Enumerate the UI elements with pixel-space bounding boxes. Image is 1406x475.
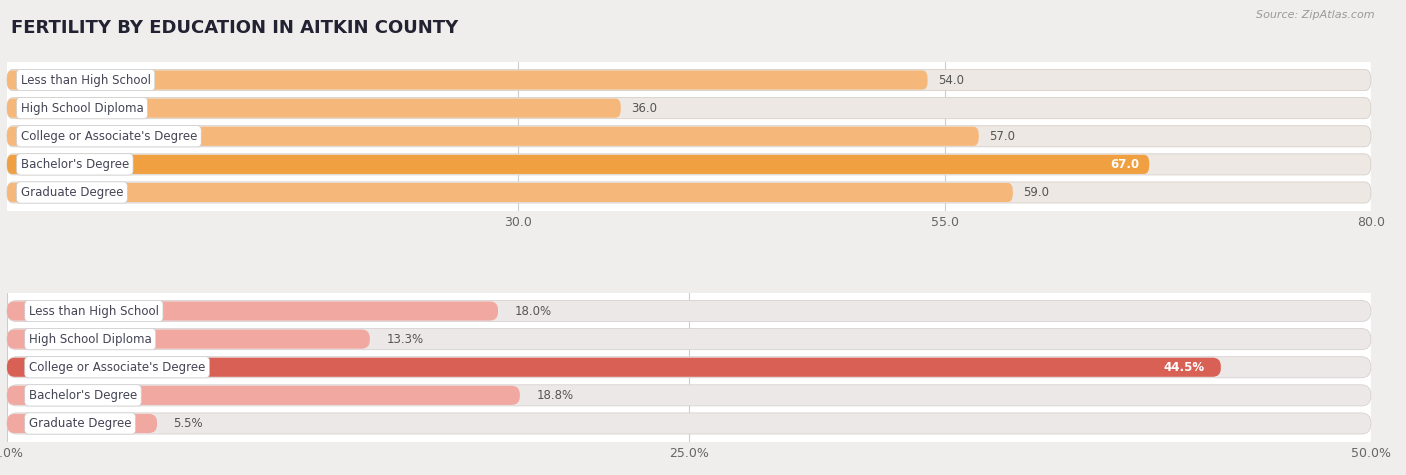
FancyBboxPatch shape: [7, 358, 1220, 377]
FancyBboxPatch shape: [7, 154, 1371, 175]
FancyBboxPatch shape: [7, 386, 520, 405]
Text: Source: ZipAtlas.com: Source: ZipAtlas.com: [1257, 10, 1375, 19]
Text: 18.0%: 18.0%: [515, 304, 551, 317]
FancyBboxPatch shape: [7, 183, 1012, 202]
Text: 59.0: 59.0: [1024, 186, 1049, 199]
FancyBboxPatch shape: [7, 69, 1371, 91]
Text: Less than High School: Less than High School: [30, 304, 159, 317]
Text: College or Associate's Degree: College or Associate's Degree: [30, 361, 205, 374]
FancyBboxPatch shape: [7, 357, 1371, 378]
Text: Graduate Degree: Graduate Degree: [30, 417, 131, 430]
Text: FERTILITY BY EDUCATION IN AITKIN COUNTY: FERTILITY BY EDUCATION IN AITKIN COUNTY: [11, 19, 458, 37]
FancyBboxPatch shape: [7, 302, 498, 321]
Text: Graduate Degree: Graduate Degree: [21, 186, 124, 199]
Text: Less than High School: Less than High School: [21, 74, 150, 86]
FancyBboxPatch shape: [7, 413, 1371, 434]
Text: High School Diploma: High School Diploma: [21, 102, 143, 114]
FancyBboxPatch shape: [7, 126, 1371, 147]
Text: Bachelor's Degree: Bachelor's Degree: [30, 389, 138, 402]
Text: 5.5%: 5.5%: [173, 417, 202, 430]
FancyBboxPatch shape: [7, 70, 928, 90]
Text: 54.0: 54.0: [938, 74, 965, 86]
Text: 36.0: 36.0: [631, 102, 657, 114]
Text: High School Diploma: High School Diploma: [30, 332, 152, 346]
Text: 18.8%: 18.8%: [536, 389, 574, 402]
FancyBboxPatch shape: [7, 155, 1149, 174]
FancyBboxPatch shape: [7, 414, 157, 433]
Text: Bachelor's Degree: Bachelor's Degree: [21, 158, 129, 171]
FancyBboxPatch shape: [7, 97, 1371, 119]
FancyBboxPatch shape: [7, 182, 1371, 203]
Text: 57.0: 57.0: [988, 130, 1015, 143]
FancyBboxPatch shape: [7, 329, 1371, 350]
Text: College or Associate's Degree: College or Associate's Degree: [21, 130, 197, 143]
FancyBboxPatch shape: [7, 330, 370, 349]
FancyBboxPatch shape: [7, 127, 979, 146]
Text: 13.3%: 13.3%: [387, 332, 423, 346]
Text: 67.0: 67.0: [1109, 158, 1139, 171]
Text: 44.5%: 44.5%: [1163, 361, 1205, 374]
FancyBboxPatch shape: [7, 99, 621, 118]
FancyBboxPatch shape: [7, 385, 1371, 406]
FancyBboxPatch shape: [7, 301, 1371, 322]
